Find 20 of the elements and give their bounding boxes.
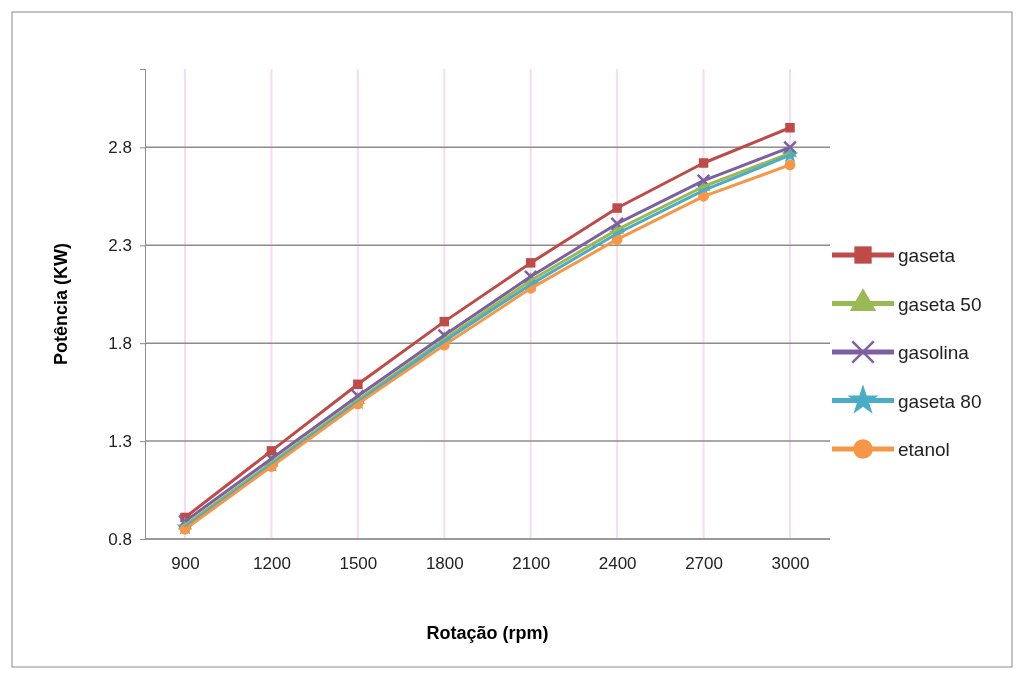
legend-label: gasolina [898, 342, 970, 363]
x-tick-label: 1800 [425, 554, 464, 574]
x-tick-label: 1500 [339, 554, 378, 574]
x-tick-label: 1200 [253, 554, 291, 574]
legend-label: gaseta [898, 245, 956, 266]
legend-label: gaseta 50 [898, 293, 982, 315]
x-tick-label: 2100 [512, 554, 551, 574]
x-tick-label: 2400 [598, 554, 637, 574]
y-tick-label: 0.8 [108, 529, 132, 549]
legend-label: gaseta 80 [898, 390, 982, 412]
y-tick-label: 2.8 [108, 138, 132, 158]
y-tick-label: 1.8 [108, 334, 132, 354]
legend-label: etanol [898, 439, 950, 460]
x-tick-label: 2700 [685, 554, 723, 574]
x-axis-title: Rotação (rpm) [426, 623, 549, 643]
x-tick-label: 900 [171, 554, 200, 574]
y-tick-label: 2.3 [108, 236, 132, 256]
x-tick-label: 3000 [771, 554, 810, 574]
y-tick-label: 1.3 [108, 432, 132, 452]
y-axis-title: Potência (KW) [51, 242, 71, 366]
